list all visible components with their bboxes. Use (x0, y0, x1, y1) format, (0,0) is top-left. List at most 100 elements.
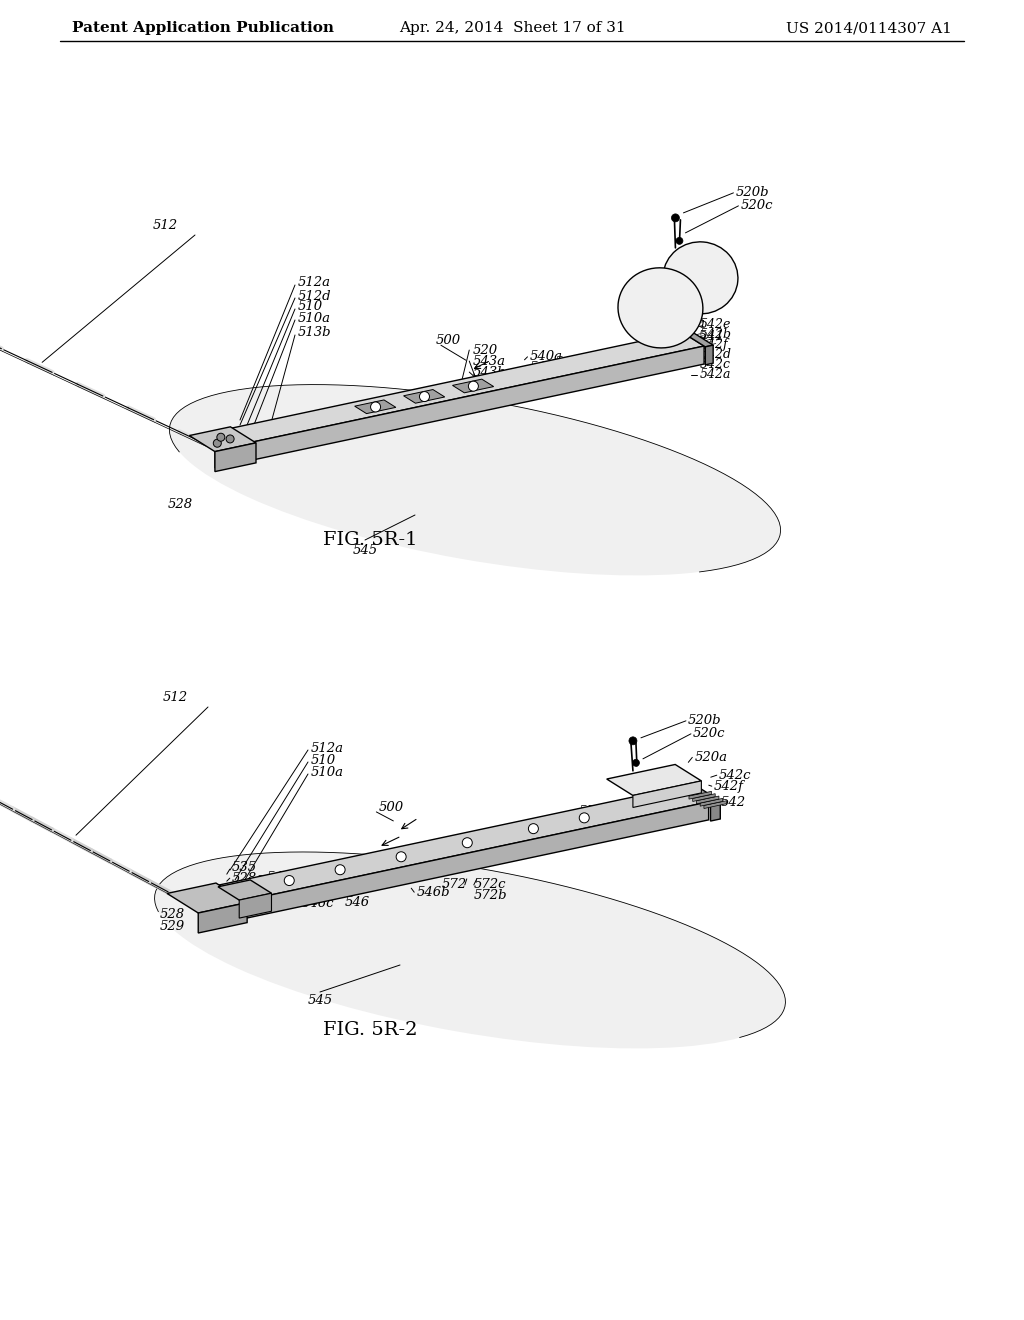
Text: 546: 546 (345, 896, 370, 909)
Text: 542a: 542a (699, 368, 731, 381)
Text: 572b: 572b (474, 890, 508, 903)
Polygon shape (167, 883, 247, 913)
Circle shape (213, 440, 221, 447)
Text: 572a: 572a (672, 317, 706, 330)
Polygon shape (700, 799, 723, 807)
Text: 529: 529 (160, 920, 185, 932)
Polygon shape (692, 793, 715, 801)
Text: 545: 545 (352, 544, 378, 557)
Ellipse shape (617, 268, 702, 348)
Text: 520b: 520b (735, 186, 769, 199)
Text: 510: 510 (311, 754, 336, 767)
Circle shape (285, 875, 294, 886)
Text: 542: 542 (721, 796, 745, 809)
Circle shape (226, 434, 234, 444)
Circle shape (580, 813, 589, 822)
Text: 512: 512 (163, 690, 187, 704)
Ellipse shape (155, 851, 785, 1048)
Polygon shape (633, 781, 701, 808)
Polygon shape (403, 389, 444, 403)
Text: FIG. 5R-1: FIG. 5R-1 (323, 531, 417, 549)
Text: Apr. 24, 2014  Sheet 17 of 31: Apr. 24, 2014 Sheet 17 of 31 (398, 21, 626, 36)
Polygon shape (194, 333, 705, 450)
Polygon shape (681, 330, 713, 347)
Circle shape (371, 403, 381, 412)
Text: 543b: 543b (472, 366, 506, 379)
Text: FIG. 5R-2: FIG. 5R-2 (323, 1020, 417, 1039)
Polygon shape (215, 346, 705, 469)
Text: 535: 535 (231, 861, 257, 874)
Text: 520: 520 (472, 343, 498, 356)
Polygon shape (215, 442, 256, 471)
Polygon shape (711, 801, 720, 821)
Text: 513b: 513b (298, 326, 332, 339)
Polygon shape (200, 801, 709, 928)
Text: 500: 500 (378, 801, 403, 814)
Text: 540a: 540a (529, 350, 562, 363)
Text: 540b: 540b (529, 362, 563, 375)
Text: Patent Application Publication: Patent Application Publication (72, 21, 334, 36)
Circle shape (633, 759, 639, 767)
Text: 540: 540 (554, 356, 580, 370)
Polygon shape (706, 345, 713, 364)
Ellipse shape (663, 242, 738, 314)
Text: 512a: 512a (298, 276, 331, 289)
Circle shape (462, 838, 472, 847)
Polygon shape (240, 894, 271, 919)
Text: 520c: 520c (693, 727, 725, 741)
Text: 542b: 542b (699, 329, 731, 341)
Polygon shape (453, 379, 494, 393)
Ellipse shape (169, 384, 780, 576)
Text: 542c: 542c (699, 358, 730, 371)
Text: 542c: 542c (719, 768, 752, 781)
Text: 546a: 546a (326, 861, 358, 874)
Text: 543a: 543a (472, 355, 505, 367)
Text: 512: 512 (153, 219, 177, 232)
Text: 542d: 542d (699, 348, 731, 362)
Text: 528: 528 (168, 499, 193, 511)
Polygon shape (682, 783, 720, 803)
Polygon shape (199, 903, 247, 933)
Text: 543a: 543a (266, 871, 299, 884)
Polygon shape (696, 796, 719, 804)
Text: 542f: 542f (714, 780, 743, 793)
Circle shape (217, 433, 225, 441)
Text: 546c: 546c (302, 896, 335, 909)
Text: 520a: 520a (694, 751, 727, 764)
Polygon shape (354, 400, 396, 413)
Circle shape (629, 737, 637, 744)
Text: 500: 500 (436, 334, 461, 347)
Text: 520c: 520c (740, 199, 773, 213)
Text: 542f: 542f (699, 338, 728, 351)
Text: 520b: 520b (688, 714, 722, 727)
Text: 572c: 572c (474, 878, 506, 891)
Polygon shape (218, 880, 271, 900)
Text: 510a: 510a (298, 312, 331, 325)
Polygon shape (606, 764, 701, 796)
Text: 545: 545 (307, 994, 333, 1006)
Polygon shape (703, 801, 726, 809)
Text: 557: 557 (579, 805, 604, 818)
Text: 572, 541: 572, 541 (666, 329, 724, 342)
Text: 528: 528 (160, 908, 185, 921)
Circle shape (676, 238, 683, 244)
Text: 520a: 520a (666, 306, 698, 319)
Circle shape (528, 824, 539, 834)
Text: 546b: 546b (416, 886, 450, 899)
Text: 512d: 512d (298, 289, 332, 302)
Polygon shape (175, 787, 709, 909)
Text: 542: 542 (671, 342, 695, 355)
Circle shape (396, 851, 407, 862)
Text: 572: 572 (441, 878, 467, 891)
Polygon shape (189, 426, 256, 451)
Text: 542e: 542e (699, 318, 731, 331)
Text: 528c: 528c (231, 871, 264, 884)
Text: 512a: 512a (311, 742, 344, 755)
Circle shape (420, 392, 429, 401)
Text: US 2014/0114307 A1: US 2014/0114307 A1 (786, 21, 952, 36)
Text: 510: 510 (298, 301, 324, 314)
Circle shape (672, 214, 680, 222)
Circle shape (468, 381, 478, 391)
Circle shape (335, 865, 345, 875)
Text: 510a: 510a (311, 766, 344, 779)
